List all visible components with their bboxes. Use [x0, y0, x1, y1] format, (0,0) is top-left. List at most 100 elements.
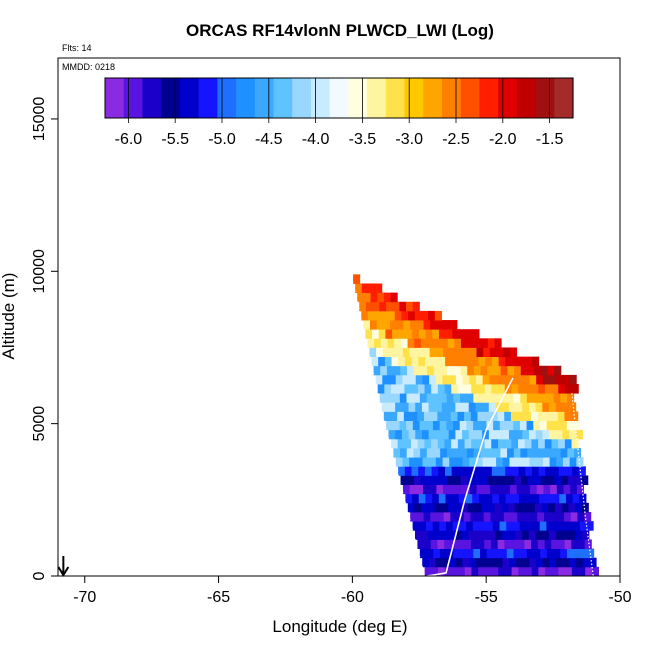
data-cell: [490, 411, 498, 421]
colorbar-swatch: [254, 78, 275, 118]
data-cell: [416, 512, 424, 522]
data-cell: [355, 283, 363, 294]
data-cell: [571, 566, 579, 577]
data-cell: [546, 521, 554, 531]
data-cell: [529, 374, 537, 385]
data-cell: [517, 411, 525, 421]
data-cell: [531, 566, 539, 577]
data-cell: [560, 393, 568, 403]
data-cell: [526, 521, 534, 531]
data-cell: [423, 320, 431, 330]
data-cell: [414, 502, 422, 513]
data-cell: [395, 374, 403, 385]
data-cell: [368, 283, 376, 294]
data-cell: [544, 438, 552, 449]
data-cell: [451, 384, 459, 394]
data-cell: [581, 475, 589, 485]
data-cell: [502, 457, 510, 467]
data-cell: [526, 548, 534, 559]
data-cell: [383, 320, 391, 330]
data-cell: [435, 429, 443, 440]
data-cell: [456, 347, 464, 358]
data-cell: [471, 466, 479, 476]
colorbar-swatch: [236, 78, 256, 118]
data-cell: [553, 393, 561, 403]
data-cell: [410, 320, 418, 330]
data-cell: [488, 502, 496, 513]
data-cell: [448, 429, 456, 440]
data-cell: [491, 384, 499, 394]
data-cell: [446, 448, 454, 458]
data-cell: [449, 457, 457, 467]
data-cell: [562, 557, 570, 568]
data-cell: [426, 448, 434, 458]
data-cell: [392, 420, 400, 431]
data-cell: [517, 512, 525, 522]
data-cell: [573, 420, 581, 431]
data-cell: [558, 466, 566, 476]
data-cell: [573, 448, 582, 458]
data-cell: [555, 530, 563, 540]
colorbar-swatch: [423, 78, 443, 118]
data-cell: [428, 557, 437, 568]
data-cell: [478, 384, 486, 394]
data-cell: [474, 502, 482, 513]
data-cell: [565, 493, 574, 504]
data-cell: [538, 466, 546, 476]
data-cell: [531, 411, 539, 421]
data-cell: [475, 402, 483, 412]
data-cell: [562, 402, 570, 412]
data-cell: [518, 466, 526, 476]
data-cell: [486, 448, 495, 458]
data-cell: [564, 384, 573, 394]
data-cell: [540, 393, 548, 403]
data-cell: [524, 411, 532, 421]
data-cell: [442, 429, 450, 440]
data-cell: [453, 365, 461, 376]
data-cell: [473, 548, 481, 559]
data-cell: [469, 484, 477, 495]
data-cell: [471, 566, 479, 577]
data-cell: [506, 420, 514, 431]
data-cell: [532, 356, 540, 367]
data-cell: [564, 438, 572, 449]
data-cell: [414, 310, 422, 321]
data-cell: [372, 301, 380, 312]
data-cell: [399, 393, 407, 403]
data-cell: [407, 338, 415, 348]
data-cell: [545, 493, 553, 504]
data-cell: [524, 384, 532, 394]
data-cell: [508, 502, 516, 513]
data-cell: [552, 493, 560, 504]
data-cell: [547, 448, 555, 458]
data-cell: [525, 493, 533, 504]
data-cell: [459, 548, 468, 559]
data-cell: [381, 402, 389, 412]
data-cell: [550, 484, 558, 495]
data-cell: [409, 457, 417, 467]
data-cell: [443, 484, 451, 495]
data-cell: [550, 512, 558, 522]
data-cell: [499, 521, 507, 531]
data-cell: [455, 402, 463, 412]
data-cell: [514, 475, 522, 485]
colorbar-swatch: [273, 78, 293, 118]
data-cell: [403, 411, 411, 421]
data-cell: [546, 548, 555, 559]
data-cell: [556, 374, 564, 385]
colorbar-swatch: [367, 78, 387, 118]
data-cell: [451, 356, 459, 367]
data-cell: [488, 402, 496, 412]
data-cell: [416, 320, 424, 330]
data-cell: [457, 438, 465, 449]
data-cell: [409, 374, 417, 385]
data-cell: [471, 384, 479, 394]
data-cell: [563, 484, 571, 495]
data-cell: [554, 502, 563, 513]
data-cell: [469, 374, 477, 385]
data-cell: [417, 384, 425, 394]
data-cell: [500, 475, 508, 485]
data-cell: [553, 521, 561, 531]
data-cell: [390, 292, 398, 303]
data-cell: [531, 384, 539, 394]
